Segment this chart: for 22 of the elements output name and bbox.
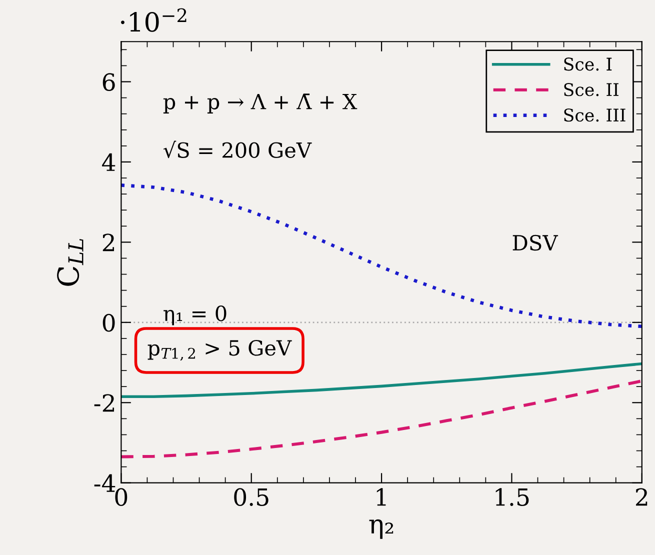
y-tick-label: -4 (94, 474, 116, 492)
y-tick-label: -2 (94, 394, 114, 412)
legend-label: Sce. II (564, 83, 618, 96)
annotation: η₁ = 0 (164, 305, 226, 326)
legend-label: Sce. III (564, 108, 626, 122)
legend-label: Sce. I (564, 58, 612, 71)
x-tick-label: 1 (376, 488, 386, 506)
x-tick-label: 0 (115, 488, 128, 506)
text: ·10$^{−2}$ (121, 8, 186, 32)
x-axis-title: η₂ (369, 519, 394, 539)
x-tick-label: 0.5 (234, 488, 268, 506)
y-tick-label: 2 (102, 234, 114, 252)
annotation: p$_{T1,2}$ > 5 GeV (148, 340, 292, 361)
y-axis-title: C$_{LL}$ (57, 238, 84, 286)
y-tick-label: 6 (102, 73, 115, 92)
y-tick-label: 0 (102, 314, 115, 332)
annotation: √S = 200 GeV (163, 140, 312, 158)
y-tick-label: 4 (102, 153, 116, 171)
x-tick-label: 1.5 (496, 488, 529, 506)
annotation: DSV (512, 234, 558, 251)
annotation: p + p → Λ + Λ̄ + X (163, 94, 358, 114)
x-tick-label: 2 (636, 488, 648, 506)
